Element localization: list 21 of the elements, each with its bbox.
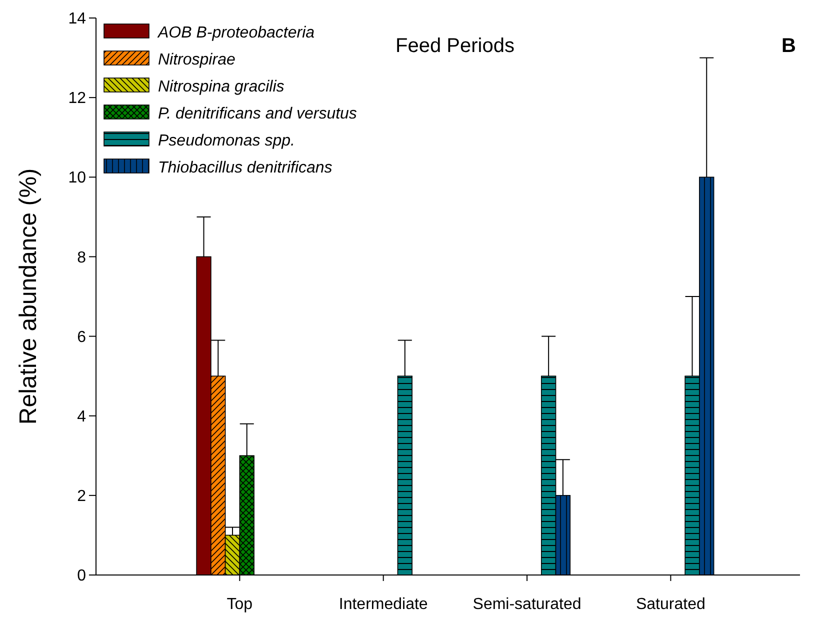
annotation: B (782, 35, 796, 57)
legend-label: AOB B-proteobacteria (157, 24, 315, 42)
y-tick-label: 0 (77, 568, 86, 585)
legend-label: Thiobacillus denitrificans (158, 160, 332, 177)
y-tick-label: 2 (77, 488, 86, 506)
y-axis-title: Relative abundance (%) (15, 168, 42, 425)
legend-label: P. denitrificans and versutus (158, 106, 357, 123)
y-tick-label: 12 (68, 90, 86, 108)
x-tick-label: Intermediate (338, 596, 428, 613)
y-tick-label: 10 (68, 170, 86, 187)
legend-label: Nitrospina gracilis (158, 78, 284, 96)
legend-label: Pseudomonas spp. (158, 132, 295, 150)
y-tick-label: 4 (77, 408, 86, 426)
x-tick-label: Top (226, 596, 253, 613)
y-tick-label: 6 (77, 328, 86, 346)
x-tick-label: Semi-saturated (472, 596, 582, 613)
y-tick-label: 14 (68, 10, 86, 28)
y-tick-label: 8 (77, 249, 86, 266)
x-tick-label: Saturated (636, 596, 706, 613)
text: Feed Periods (396, 35, 514, 57)
legend-label: Nitrospirae (158, 52, 236, 69)
